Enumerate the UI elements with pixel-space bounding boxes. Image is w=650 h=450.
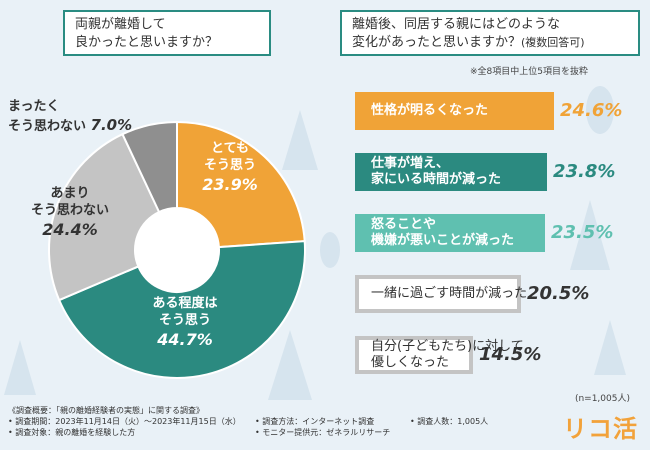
footer-left: 《調査概要：「親の離婚経験者の実態」に関する調査》 • 調査期間：2023年11… <box>8 405 241 438</box>
q2-line2: 変化があったと思いますか？ <box>352 35 522 50</box>
question-box-2: 離婚後、同居する親にはどのような 変化があったと思いますか？(複数回答可) <box>340 10 640 56</box>
bar-label-4-l2: 優しくなった <box>371 355 450 370</box>
bar-label-0-l1: 性格が明るくなった <box>371 103 489 118</box>
footer-l2: • 調査期間：2023年11月14日（火）～2023年11月15日（水） <box>8 417 241 426</box>
sample-size-note: (n=1,005人) <box>574 394 630 404</box>
pie-center-hole <box>135 208 219 292</box>
pie-label-1-l2: そう思う <box>158 313 211 328</box>
bar-label-1-l2: 家にいる時間が減った <box>371 172 502 187</box>
bar-label-3: 一緒に過ごす時間が減った <box>359 279 527 309</box>
bar-value-0: 24.6% <box>560 100 623 121</box>
footer-l3: • 調査対象：親の離婚を経験した方 <box>8 428 136 437</box>
footer-mid: • 調査方法：インターネット調査 • モニター提供元：ゼネラルリサーチ <box>255 416 390 438</box>
footer-right: • 調査人数：1,005人 <box>410 416 488 427</box>
q2-line1: 離婚後、同居する親にはどのような <box>352 17 561 32</box>
bar-value-2: 23.5% <box>551 222 614 243</box>
pie-label-0: とても そう思う 23.9% <box>185 140 275 193</box>
pie-label-1-l1: ある程度は <box>152 296 218 311</box>
q2-multi-note: (複数回答可) <box>521 36 585 49</box>
bar-label-2-l1: 怒ることや <box>371 217 437 232</box>
footer-l4: • 調査方法：インターネット調査 <box>255 417 375 426</box>
bar-label-2-l2: 機嫌が悪いことが減った <box>371 233 515 248</box>
pie-label-3: まったく そう思わない 7.0% <box>8 98 168 136</box>
pie-label-3-l2: そう思わない <box>8 119 87 134</box>
bar-value-1: 23.8% <box>553 161 616 182</box>
logo: リコ活 <box>563 415 638 443</box>
pie-label-3-l1: まったく <box>8 99 60 114</box>
bar-label-2: 怒ることや 機嫌が悪いことが減った <box>359 217 541 248</box>
bar-label-3-l1: 一緒に過ごす時間が減った <box>371 286 528 301</box>
bar-label-4: 自分(子どもたち)に対して 優しくなった <box>359 339 524 370</box>
pie-value-1: 44.7% <box>157 330 213 349</box>
bar-label-1: 仕事が増え、 家にいる時間が減った <box>359 156 543 187</box>
pie-label-2-l1: あまり <box>50 186 90 201</box>
pie-value-2: 24.4% <box>42 220 98 239</box>
pie-value-3: 7.0% <box>90 116 133 134</box>
footer-l6: • 調査人数：1,005人 <box>410 417 489 426</box>
footer-l1: 《調査概要：「親の離婚経験者の実態」に関する調査》 <box>8 406 204 415</box>
pie-label-0-l1: とても <box>211 141 249 156</box>
pie-label-2-l2: そう思わない <box>30 203 109 218</box>
pie-label-2: あまり そう思わない 24.4% <box>20 185 120 238</box>
question-box-1: 両親が離婚して 良かったと思いますか？ <box>63 10 271 56</box>
bar-label-1-l1: 仕事が増え、 <box>371 156 450 171</box>
pie-value-0: 23.9% <box>202 175 258 194</box>
bar-label-4-l1: 自分(子どもたち)に対して <box>371 339 524 354</box>
bar-label-0: 性格が明るくなった <box>359 96 550 126</box>
q1-line2: 良かったと思いますか？ <box>75 35 219 50</box>
bar-value-3: 20.5% <box>527 283 590 304</box>
top-note: ※全8項目中上位5項目を抜粋 <box>470 67 588 77</box>
q1-line1: 両親が離婚して <box>75 17 166 32</box>
pie-label-0-l2: そう思う <box>203 158 256 173</box>
bar-value-4: 14.5% <box>479 344 542 365</box>
pie-label-1: ある程度は そう思う 44.7% <box>120 295 250 348</box>
footer-l5: • モニター提供元：ゼネラルリサーチ <box>255 428 391 437</box>
